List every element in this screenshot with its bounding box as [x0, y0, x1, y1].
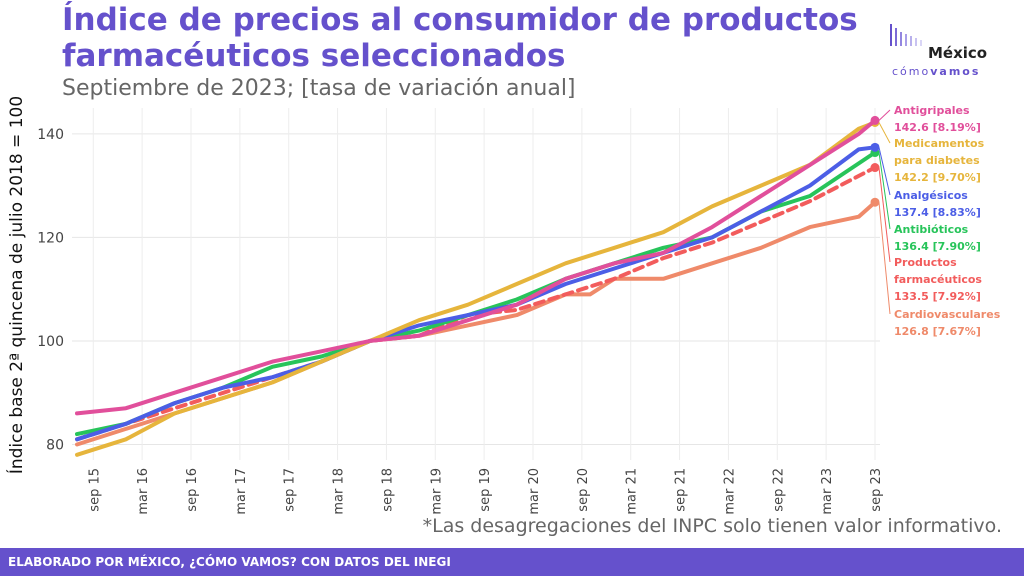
- y-axis-label: Índice base 2ª quincena de julio 2018 = …: [5, 96, 27, 474]
- series-label-value: 136.4 [7.90%]: [894, 240, 981, 253]
- x-tick-label: sep 20: [576, 468, 591, 512]
- series-label-value: 133.5 [7.92%]: [894, 290, 981, 303]
- series-label-name: Medicamentos para diabetes: [894, 137, 985, 167]
- series-endpoint-5: [870, 115, 880, 125]
- x-tick-label: mar 19: [429, 468, 444, 515]
- x-tick-label: sep 19: [478, 468, 493, 512]
- logo-subtext: cómovamos: [892, 65, 981, 78]
- chart-series: [75, 115, 880, 457]
- series-line-3: [75, 145, 877, 442]
- series-label-name: Cardiovasculares: [894, 308, 1001, 321]
- label-leader: [878, 147, 891, 196]
- series-label-name: Productos farmacéuticos: [894, 256, 982, 286]
- series-label-name: Analgésicos: [894, 189, 968, 202]
- footnote: *Las desagregaciones del INPC solo tiene…: [422, 515, 1002, 537]
- series-label-value: 142.2 [9.70%]: [894, 171, 981, 184]
- label-leader: [878, 202, 891, 315]
- x-tick-label: sep 22: [771, 468, 786, 512]
- chart-subtitle: Septiembre de 2023; [tasa de variación a…: [62, 76, 576, 101]
- x-tick-label: mar 18: [332, 468, 347, 515]
- x-tick-label: mar 16: [136, 468, 151, 515]
- series-endpoint-0: [870, 197, 880, 207]
- x-tick-label: sep 23: [869, 468, 884, 512]
- x-tick-label: mar 23: [820, 468, 835, 515]
- bars-logo-icon: [890, 24, 922, 46]
- x-tick-label: sep 17: [283, 468, 298, 512]
- series-endpoint-3: [870, 142, 880, 152]
- x-tick-label: mar 22: [722, 468, 737, 515]
- y-tick-label: 100: [37, 334, 64, 350]
- x-axis: sep 15 mar 16 sep 16 mar 17 sep 17 mar 18 sep …: [87, 468, 884, 515]
- label-leader: [878, 152, 891, 230]
- x-tick-label: mar 20: [527, 468, 542, 515]
- x-tick-label: sep 21: [674, 468, 689, 512]
- series-label-name: Antibióticos: [894, 223, 969, 236]
- chart-title: Índice de precios al consumidor de produ…: [62, 2, 858, 74]
- y-axis: 80 100 120 140: [37, 127, 64, 454]
- y-tick-label: 120: [37, 230, 64, 246]
- series-label-name: Antigripales: [894, 104, 970, 117]
- x-tick-label: sep 16: [185, 468, 200, 512]
- series-label-value: 137.4 [8.83%]: [894, 206, 981, 219]
- series-labels: Cardiovasculares 126.8 [7.67%] Productos fa…: [878, 104, 1001, 338]
- y-tick-label: 140: [37, 127, 64, 143]
- y-tick-label: 80: [46, 437, 64, 453]
- x-tick-label: mar 17: [234, 468, 249, 515]
- x-tick-label: mar 21: [625, 468, 640, 515]
- chart-grid: [72, 108, 880, 460]
- x-tick-label: sep 18: [380, 468, 395, 512]
- series-line-2: [75, 150, 877, 437]
- label-leader: [878, 122, 891, 144]
- series-line-5: [75, 118, 877, 416]
- source-credit: ELABORADO POR MÉXICO, ¿CÓMO VAMOS? CON D…: [8, 555, 451, 569]
- footer-bar: ELABORADO POR MÉXICO, ¿CÓMO VAMOS? CON D…: [0, 548, 1024, 576]
- x-tick-label: sep 15: [87, 468, 102, 512]
- label-leader: [878, 109, 891, 121]
- label-leader: [878, 167, 891, 263]
- series-label-value: 126.8 [7.67%]: [894, 325, 981, 338]
- series-endpoint-1: [870, 163, 880, 173]
- logo-text: México: [928, 44, 988, 62]
- series-line-4: [75, 120, 877, 457]
- mexico-como-vamos-logo: México cómovamos: [880, 22, 990, 82]
- series-label-value: 142.6 [8.19%]: [894, 121, 981, 134]
